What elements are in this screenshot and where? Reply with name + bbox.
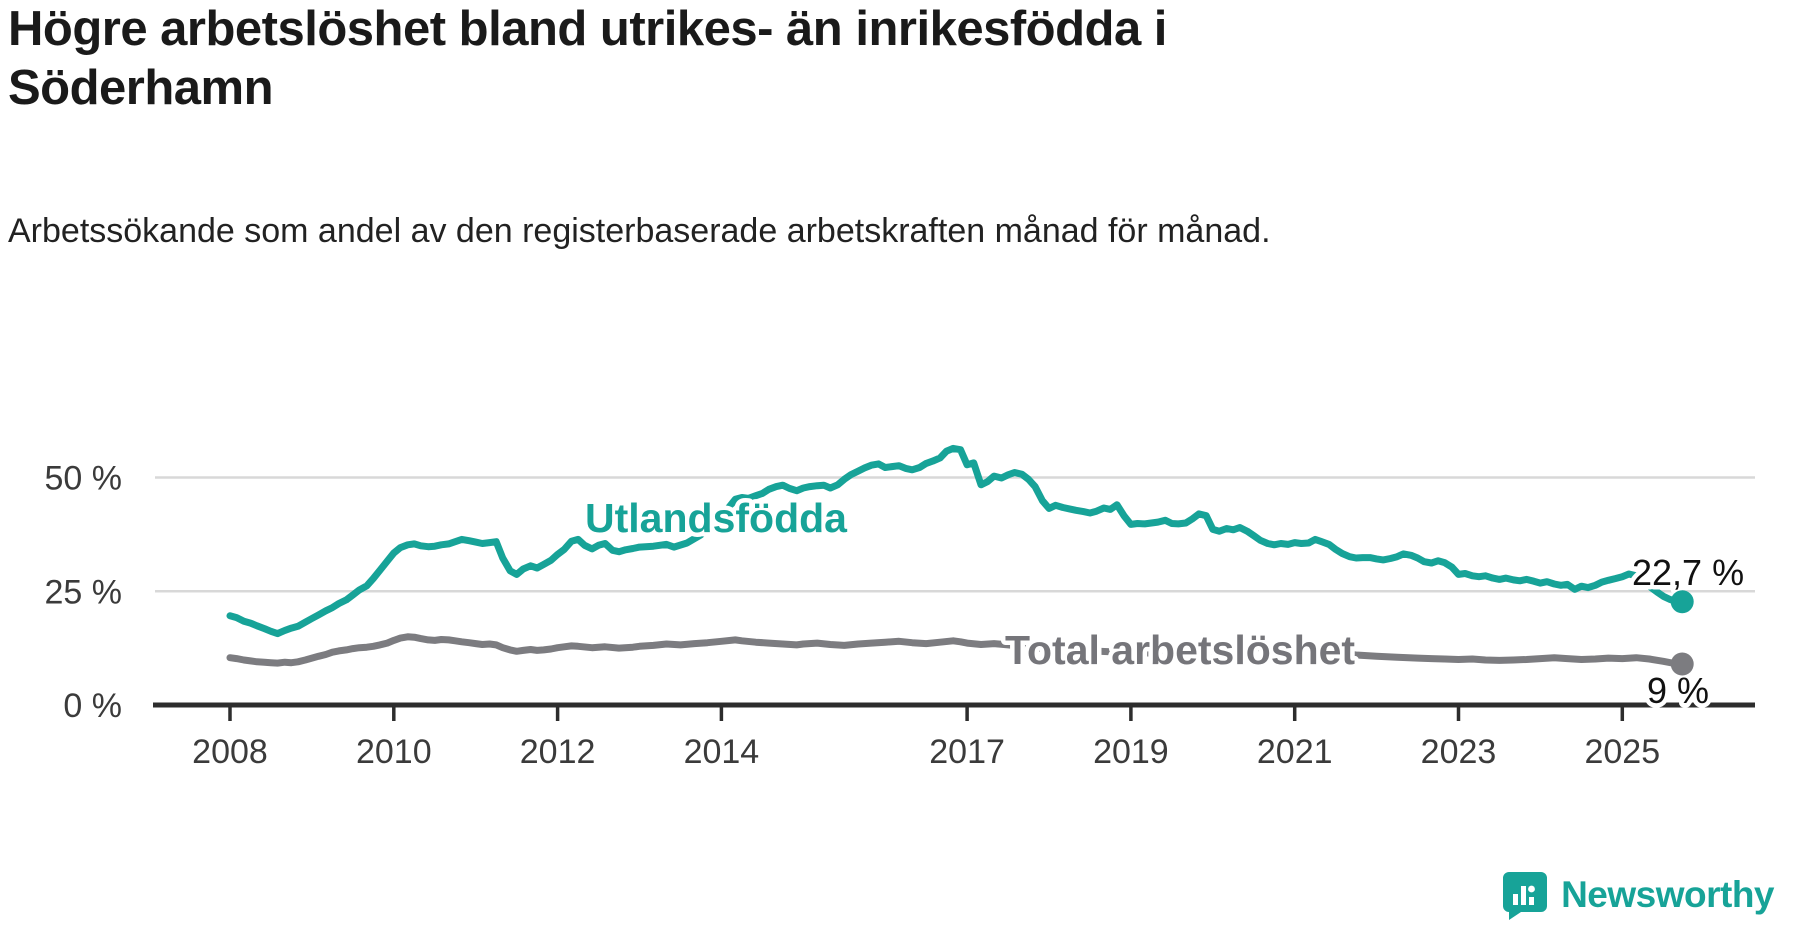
total-arbetsloshet-line <box>226 633 1681 668</box>
x-tick-label-2017: 2017 <box>929 733 1005 771</box>
x-tick-label-2010: 2010 <box>356 733 432 771</box>
x-tick-label-2012: 2012 <box>520 733 596 771</box>
x-tick-label-2008: 2008 <box>192 733 268 771</box>
y-tick-label-25: 25 % <box>45 573 123 611</box>
x-tick-label-2021: 2021 <box>1257 733 1333 771</box>
x-tick-label-2014: 2014 <box>684 733 760 771</box>
page-subtitle: Arbetssökande som andel av den registerb… <box>8 212 1271 250</box>
total-arbetsloshet-end-value: 9 % <box>1647 670 1709 711</box>
utlandsfodda-end-value: 22,7 % <box>1632 552 1744 593</box>
newsworthy-chart-bubble-icon <box>1503 872 1548 920</box>
total-arbetsloshet-end-dot <box>1670 652 1694 676</box>
utlandsfodda-end-dot <box>1670 590 1694 614</box>
newsworthy-logo[interactable]: Newsworthy <box>1501 870 1774 920</box>
y-tick-label-0: 0 % <box>63 687 122 725</box>
y-tick-label-50: 50 % <box>45 460 123 498</box>
total-arbetsloshet-label: Total arbetslöshet <box>1005 627 1355 673</box>
x-tick-label-2023: 2023 <box>1421 733 1497 771</box>
utlandsfodda-line <box>226 444 1681 638</box>
page-title: Högre arbetslöshet bland utrikes- än inr… <box>8 2 1167 115</box>
x-tick-label-2019: 2019 <box>1093 733 1169 771</box>
utlandsfodda-label: Utlandsfödda <box>585 495 848 541</box>
newsworthy-wordmark: Newsworthy <box>1561 874 1774 915</box>
x-tick-label-2025: 2025 <box>1584 733 1660 771</box>
